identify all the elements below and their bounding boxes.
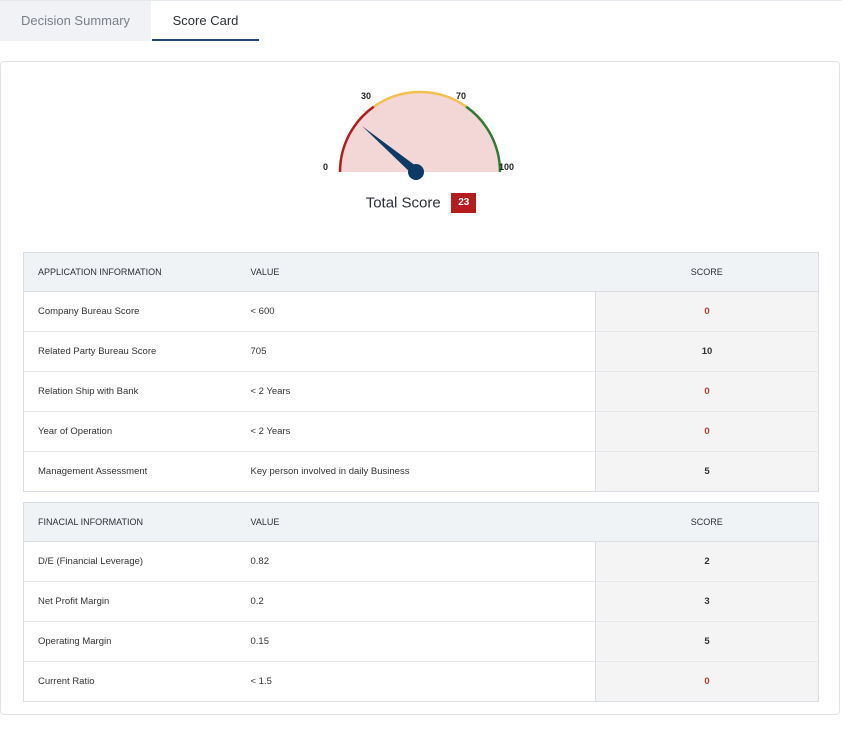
gauge-arc-mid <box>373 90 467 108</box>
column-header-score: SCORE <box>595 252 819 292</box>
gauge-arc-low <box>338 105 375 173</box>
tab-decision-summary[interactable]: Decision Summary <box>0 1 151 41</box>
score-gauge: 0 30 70 100 <box>323 90 514 180</box>
row-score: 10 <box>595 331 819 372</box>
row-name: Current Ratio <box>23 661 250 702</box>
row-name: Year of Operation <box>23 411 250 452</box>
row-name: Net Profit Margin <box>23 581 250 622</box>
gauge-label-max: 100 <box>499 162 514 172</box>
row-value: 0.82 <box>249 541 596 582</box>
table-row: Relation Ship with Bank < 2 Years 0 <box>23 371 819 412</box>
row-value: < 1.5 <box>249 661 596 702</box>
row-score: 5 <box>595 621 819 662</box>
gauge-fill <box>340 92 500 172</box>
gauge-label-low: 30 <box>361 91 371 101</box>
column-header-value: VALUE <box>249 502 596 542</box>
table-header-row: APPLICATION INFORMATION VALUE SCORE <box>23 252 819 292</box>
column-header-financial-information: FINACIAL INFORMATION <box>23 502 250 542</box>
table-row: Current Ratio < 1.5 0 <box>23 661 819 702</box>
row-value: < 2 Years <box>249 371 596 412</box>
row-score: 0 <box>595 371 819 412</box>
row-name: Operating Margin <box>23 621 250 662</box>
row-value: 0.2 <box>249 581 596 622</box>
tab-score-card[interactable]: Score Card <box>152 1 259 41</box>
gauge-label-min: 0 <box>323 162 328 172</box>
column-header-value: VALUE <box>249 252 596 292</box>
financial-info-table: FINACIAL INFORMATION VALUE SCORE D/E (Fi… <box>23 502 819 702</box>
row-score: 5 <box>595 451 819 492</box>
row-score: 3 <box>595 581 819 622</box>
table-row: Operating Margin 0.15 5 <box>23 621 819 662</box>
gauge-label-high: 70 <box>456 91 466 101</box>
row-value: < 600 <box>249 291 596 332</box>
application-info-table: APPLICATION INFORMATION VALUE SCORE Comp… <box>23 252 819 492</box>
table-header-row: FINACIAL INFORMATION VALUE SCORE <box>23 502 819 542</box>
gauge-hub <box>408 164 424 180</box>
column-header-score: SCORE <box>595 502 819 542</box>
row-score: 0 <box>595 291 819 332</box>
total-score: Total Score 23 <box>0 193 842 213</box>
table-row: Company Bureau Score < 600 0 <box>23 291 819 332</box>
table-row: Net Profit Margin 0.2 3 <box>23 581 819 622</box>
row-name: Relation Ship with Bank <box>23 371 250 412</box>
row-value: 0.15 <box>249 621 596 662</box>
row-score: 2 <box>595 541 819 582</box>
row-name: D/E (Financial Leverage) <box>23 541 250 582</box>
total-score-badge: 23 <box>451 193 477 213</box>
row-value: Key person involved in daily Business <box>249 451 596 492</box>
table-row: Management Assessment Key person involve… <box>23 451 819 492</box>
row-score: 0 <box>595 411 819 452</box>
row-name: Related Party Bureau Score <box>23 331 250 372</box>
total-score-label: Total Score <box>365 194 441 212</box>
row-name: Company Bureau Score <box>23 291 250 332</box>
row-value: < 2 Years <box>249 411 596 452</box>
row-score: 0 <box>595 661 819 702</box>
tab-bar: Decision Summary Score Card <box>0 1 842 41</box>
table-row: Related Party Bureau Score 705 10 <box>23 331 819 372</box>
table-row: D/E (Financial Leverage) 0.82 2 <box>23 541 819 582</box>
gauge-needle <box>362 126 420 176</box>
top-divider <box>0 0 842 1</box>
row-value: 705 <box>249 331 596 372</box>
row-name: Management Assessment <box>23 451 250 492</box>
column-header-application-information: APPLICATION INFORMATION <box>23 252 250 292</box>
gauge-arc-high <box>465 105 502 173</box>
table-row: Year of Operation < 2 Years 0 <box>23 411 819 452</box>
